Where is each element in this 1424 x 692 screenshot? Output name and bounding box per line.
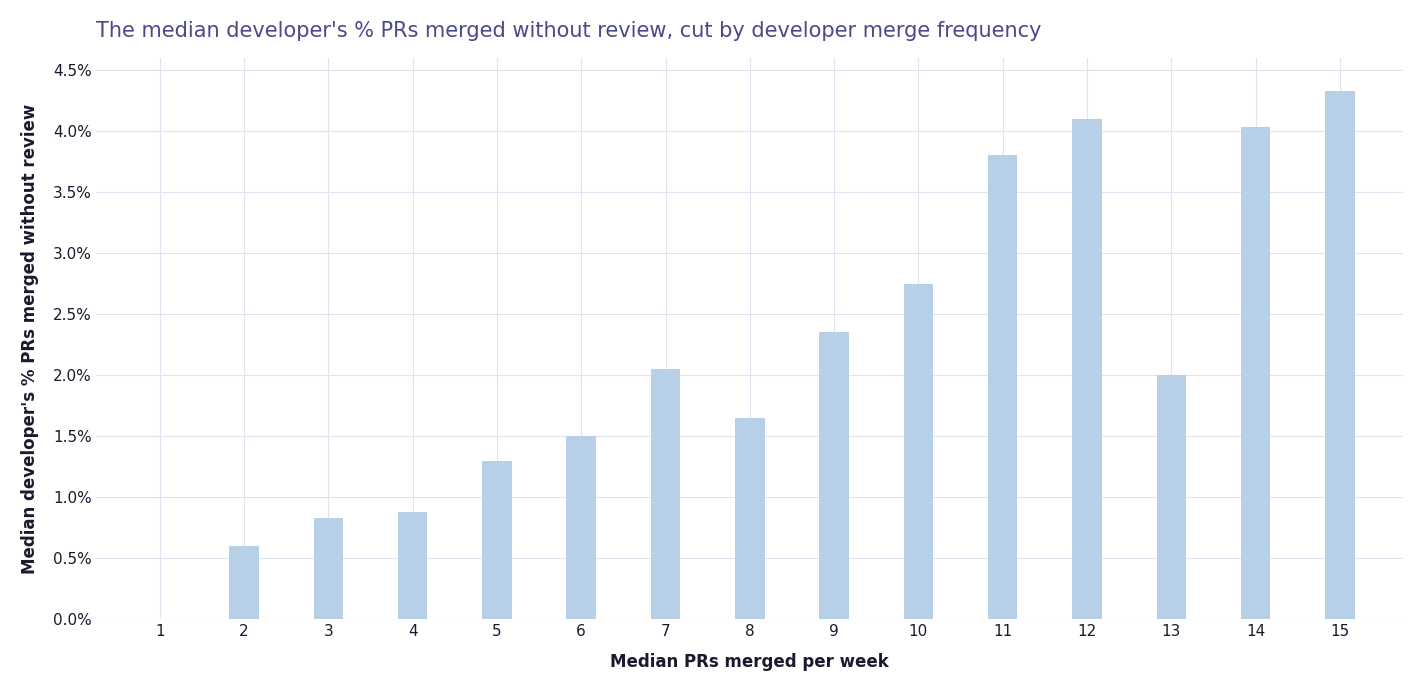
Bar (1240, 127, 1270, 619)
Bar (313, 518, 343, 619)
Bar (229, 546, 259, 619)
Bar (567, 436, 597, 619)
Bar (819, 332, 849, 619)
Text: The median developer's % PRs merged without review, cut by developer merge frequ: The median developer's % PRs merged with… (97, 21, 1042, 41)
Bar (397, 512, 427, 619)
Bar (1156, 375, 1186, 619)
Bar (904, 284, 933, 619)
Y-axis label: Median developer's % PRs merged without review: Median developer's % PRs merged without … (21, 103, 38, 574)
Bar (735, 418, 765, 619)
Bar (483, 461, 511, 619)
Bar (651, 369, 681, 619)
Bar (988, 156, 1018, 619)
X-axis label: Median PRs merged per week: Median PRs merged per week (611, 653, 889, 671)
Bar (1072, 119, 1102, 619)
Bar (1326, 91, 1354, 619)
